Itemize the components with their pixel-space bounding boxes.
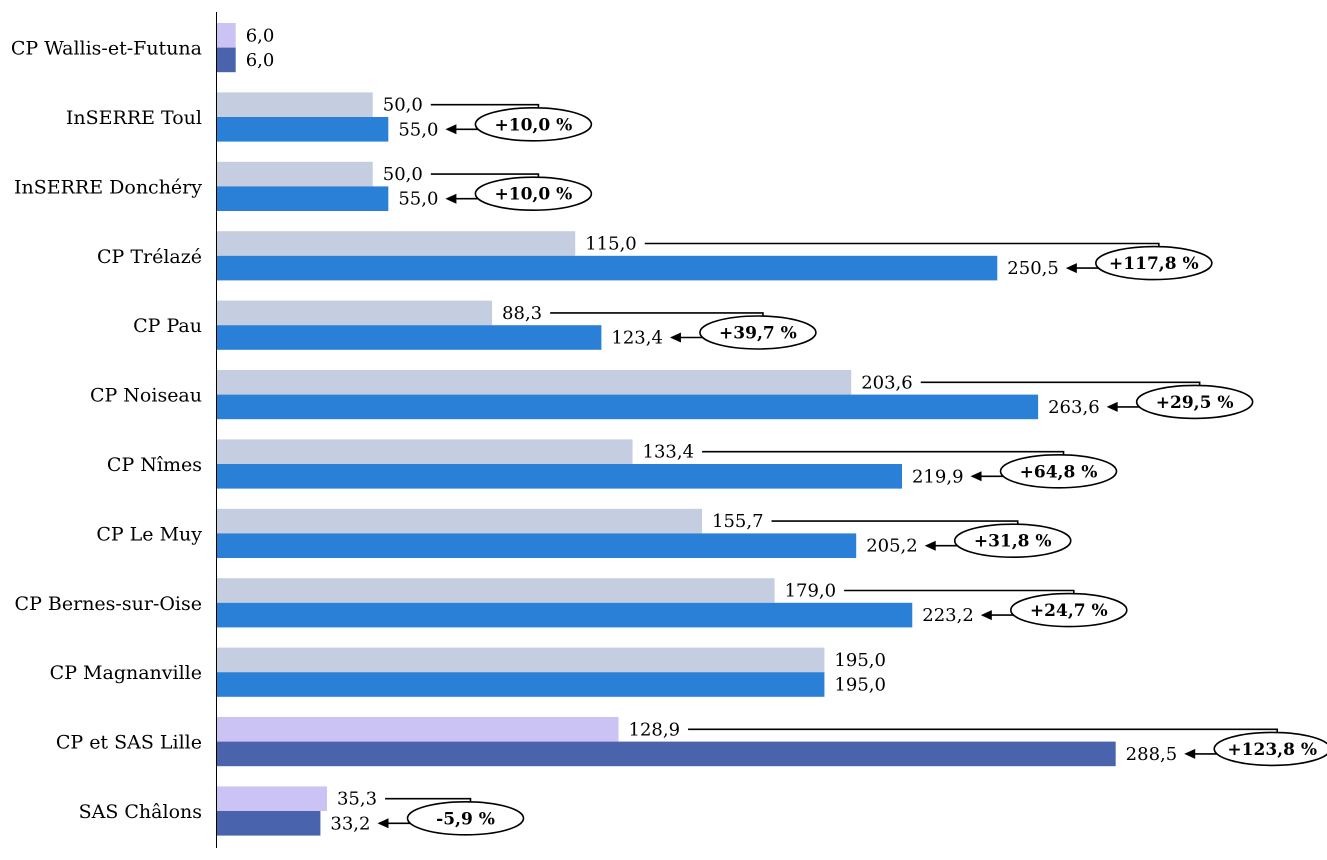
change-connector (688, 728, 1279, 735)
bar-first (217, 786, 327, 811)
bar-second (217, 741, 1116, 767)
change-label: -5,9 % (436, 809, 495, 829)
category-label: CP Le Muy (96, 523, 202, 545)
bar-second (217, 533, 857, 558)
value-label-second: 55,0 (398, 119, 438, 140)
value-label-first: 195,0 (834, 650, 886, 671)
change-badge (474, 176, 593, 211)
category-label: CP Pau (133, 315, 202, 337)
category-label: CP Bernes-sur-Oise (15, 593, 202, 615)
change-label: +29,5 % (1156, 393, 1234, 413)
value-label-second: 33,2 (330, 813, 370, 834)
value-label-second: 123,4 (611, 328, 663, 349)
value-label-second: 205,2 (866, 536, 918, 557)
value-label-second: 223,2 (922, 605, 974, 626)
value-label-second: 6,0 (246, 50, 275, 71)
change-label: +39,7 % (719, 324, 797, 344)
chart-marks: CP Wallis-et-Futuna 6,0 6,0 InSERRE Toul 50,… (11, 23, 1327, 836)
change-badge (999, 453, 1118, 489)
value-label-first: 133,4 (643, 442, 695, 463)
value-label-first: 155,7 (712, 511, 764, 532)
bar-first (217, 370, 852, 395)
value-label-second: 55,0 (398, 189, 438, 210)
change-arrowhead (1106, 401, 1118, 412)
value-label-first: 50,0 (383, 164, 423, 185)
change-arrowhead (669, 332, 681, 343)
change-connector (644, 242, 1160, 249)
change-label: +10,0 % (495, 115, 573, 135)
bar-first (217, 161, 373, 187)
value-label-first: 203,6 (861, 372, 913, 393)
bar-first (217, 23, 236, 48)
bar-first (217, 439, 633, 464)
category-label: CP Wallis-et-Futuna (11, 38, 202, 60)
category-label: InSERRE Toul (66, 107, 202, 129)
bar-second (217, 811, 321, 836)
category-label: SAS Châlons (79, 801, 202, 823)
change-arrowhead (445, 193, 457, 204)
value-label-second: 195,0 (834, 675, 886, 696)
change-badge (474, 107, 593, 142)
change-arrowhead (445, 124, 457, 135)
bar-first (217, 578, 775, 603)
bar-second (217, 47, 236, 73)
category-label: CP Noiseau (90, 385, 202, 407)
change-arrowhead (924, 540, 936, 551)
category-label: InSERRE Donchéry (14, 176, 202, 198)
value-label-second: 288,5 (1126, 744, 1178, 765)
change-connector (844, 589, 1075, 596)
value-label-second: 263,6 (1048, 397, 1100, 418)
change-connector (771, 520, 1019, 527)
change-badge (1135, 384, 1254, 420)
bar-second (217, 255, 998, 281)
bar-second (217, 394, 1039, 420)
change-badge (1009, 592, 1128, 628)
change-arrowhead (1184, 748, 1196, 759)
bar-first (217, 92, 373, 117)
change-badge (1095, 245, 1213, 281)
value-label-second: 219,9 (912, 466, 964, 487)
bar-first (217, 647, 825, 673)
change-badge (953, 523, 1072, 559)
change-arrowhead (1065, 263, 1077, 274)
category-label: CP et SAS Lille (56, 732, 202, 754)
category-label: CP Trélazé (97, 246, 202, 268)
change-label: +24,7 % (1030, 601, 1108, 621)
value-label-first: 115,0 (585, 234, 637, 255)
change-label: +31,8 % (974, 532, 1052, 552)
bar-second (217, 117, 389, 142)
category-label: CP Nîmes (107, 454, 202, 476)
change-arrowhead (377, 818, 389, 829)
value-label-first: 50,0 (383, 95, 423, 116)
bar-second (217, 464, 902, 489)
value-label-first: 88,3 (502, 303, 542, 324)
value-label-first: 35,3 (337, 789, 377, 810)
bar-second (217, 602, 913, 628)
bar-second (217, 186, 389, 211)
change-arrowhead (980, 610, 992, 621)
value-label-first: 128,9 (629, 719, 681, 740)
value-label-first: 179,0 (785, 581, 837, 602)
bar-second (217, 325, 602, 350)
value-label-second: 250,5 (1007, 258, 1059, 279)
change-connector (920, 381, 1201, 388)
category-label: CP Magnanville (50, 662, 202, 684)
change-label: +64,8 % (1020, 462, 1098, 482)
change-badge (406, 800, 525, 836)
value-label-first: 6,0 (246, 25, 275, 46)
change-badge (699, 315, 817, 350)
bar-second (217, 672, 825, 697)
change-label: +10,0 % (495, 185, 573, 205)
bar-first (217, 300, 493, 326)
change-label: +117,8 % (1109, 254, 1199, 274)
bar-first (217, 231, 576, 256)
change-badge (1213, 731, 1327, 767)
change-label: +123,8 % (1227, 740, 1317, 760)
change-arrowhead (970, 471, 982, 482)
change-connector (702, 450, 1065, 457)
bar-first (217, 717, 619, 742)
bar-first (217, 508, 703, 534)
